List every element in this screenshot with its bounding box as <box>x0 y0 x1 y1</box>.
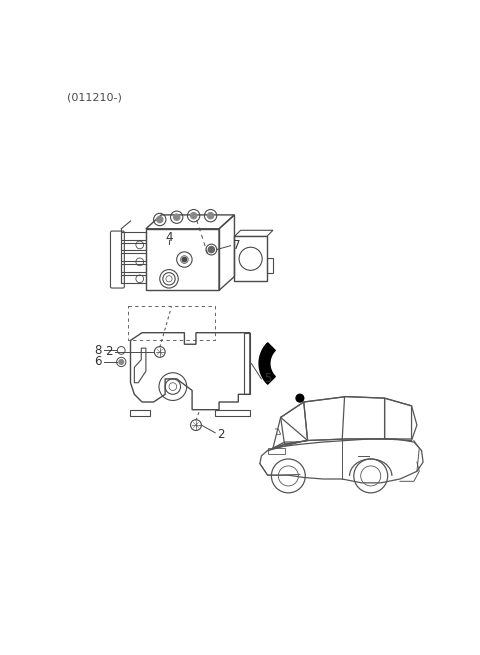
Circle shape <box>174 214 180 220</box>
Circle shape <box>296 394 304 402</box>
Bar <box>234 236 267 281</box>
Text: 5: 5 <box>264 373 271 385</box>
Text: 4: 4 <box>165 231 173 244</box>
Circle shape <box>156 216 163 223</box>
Bar <box>146 229 219 290</box>
Circle shape <box>208 246 215 253</box>
Text: 7: 7 <box>233 239 240 252</box>
Bar <box>267 448 285 454</box>
Bar <box>131 409 150 416</box>
Polygon shape <box>259 343 276 384</box>
Circle shape <box>182 257 187 262</box>
Text: 2: 2 <box>217 428 225 441</box>
Bar <box>215 409 250 416</box>
Circle shape <box>191 213 197 219</box>
Text: 8: 8 <box>94 344 101 357</box>
Text: 6: 6 <box>94 356 101 369</box>
Circle shape <box>119 360 123 364</box>
Bar <box>267 258 273 273</box>
Bar <box>244 333 250 394</box>
Text: (011210-): (011210-) <box>67 92 122 102</box>
Text: 2: 2 <box>105 345 113 358</box>
Circle shape <box>207 213 214 219</box>
